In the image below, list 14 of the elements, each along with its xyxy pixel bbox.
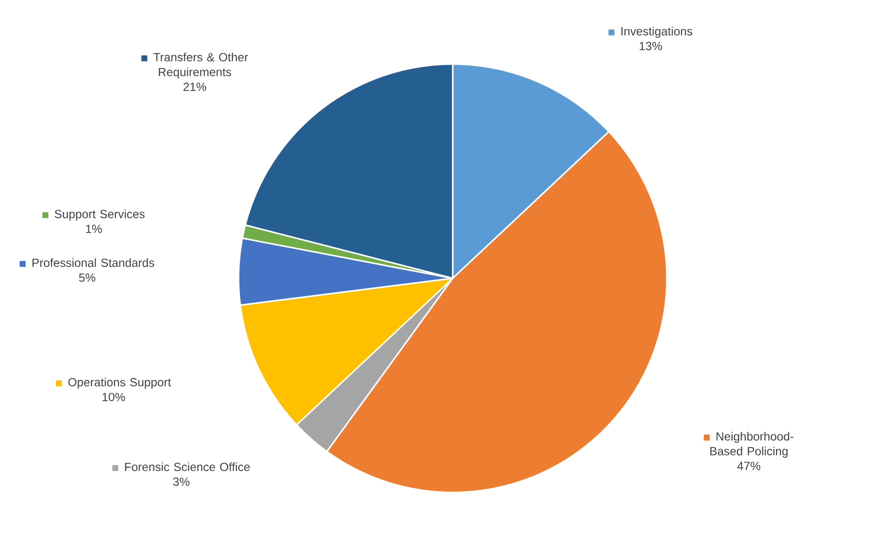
legend-label: Forensic Science Office xyxy=(125,462,250,472)
data-label: 3% xyxy=(173,478,190,486)
legend-label: Investigations xyxy=(621,26,692,38)
legend-label: Support Services xyxy=(54,210,145,221)
data-label: 1% xyxy=(86,224,102,234)
data-label: 21% xyxy=(184,82,206,92)
legend-label: Professional Standards xyxy=(32,258,154,268)
legend-label: Operations Support xyxy=(68,378,171,389)
data-label: 13% xyxy=(640,42,662,50)
legend-label: Neighborhood-Based Policing xyxy=(710,432,794,458)
data-label: 5% xyxy=(79,274,96,282)
data-label: 47% xyxy=(737,462,760,470)
legend-label: Transfers & Other Requirements xyxy=(153,52,248,79)
data-label: 10% xyxy=(102,393,125,402)
